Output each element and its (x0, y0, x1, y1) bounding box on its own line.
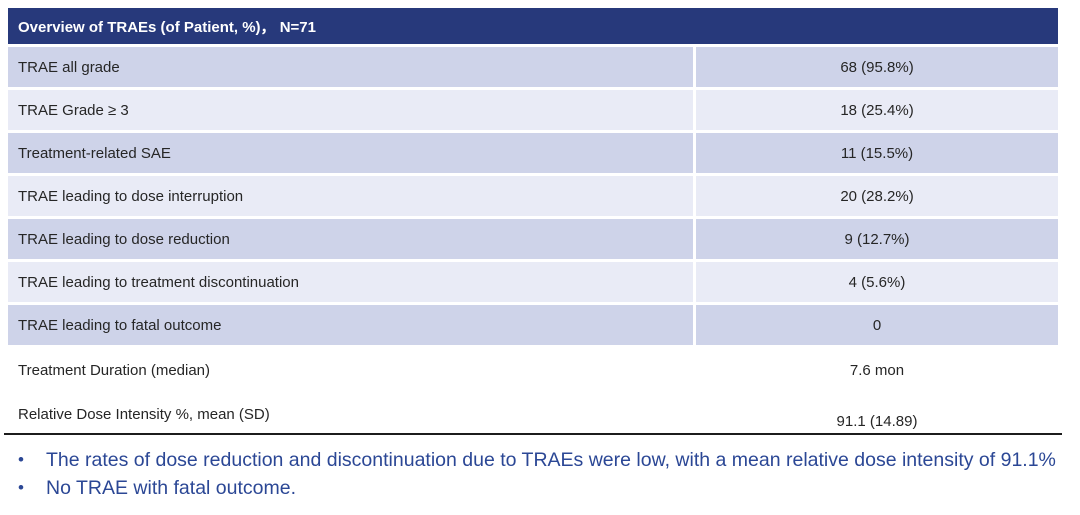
summary-row-value: 91.1 (14.89) (696, 392, 1058, 436)
row-label: TRAE leading to dose reduction (8, 219, 693, 259)
row-value: 9 (12.7%) (696, 219, 1058, 259)
summary-row-treatment-duration: Treatment Duration (median) 7.6 mon (8, 348, 1058, 392)
row-label: TRAE Grade ≥ 3 (8, 90, 693, 130)
takeaway-bullets: • The rates of dose reduction and discon… (14, 446, 1074, 502)
table-row: TRAE Grade ≥ 3 18 (25.4%) (8, 90, 1058, 130)
row-value: 20 (28.2%) (696, 176, 1058, 216)
bullet-item: • No TRAE with fatal outcome. (14, 474, 1074, 502)
row-value: 18 (25.4%) (696, 90, 1058, 130)
summary-row-value: 7.6 mon (696, 348, 1058, 392)
row-value: 0 (696, 305, 1058, 345)
bullet-dot-icon: • (18, 478, 24, 497)
row-value: 11 (15.5%) (696, 133, 1058, 173)
bullet-text: The rates of dose reduction and disconti… (46, 449, 1056, 471)
table-row: TRAE leading to treatment discontinuatio… (8, 262, 1058, 302)
table-title: Overview of TRAEs (of Patient, %)， N=71 (18, 18, 316, 36)
row-value: 4 (5.6%) (696, 262, 1058, 302)
row-label: Treatment-related SAE (8, 133, 693, 173)
table-row: TRAE leading to fatal outcome 0 (8, 305, 1058, 345)
summary-row-label: Treatment Duration (median) (8, 348, 693, 392)
summary-row-relative-dose-intensity: Relative Dose Intensity %, mean (SD) 91.… (8, 392, 1058, 436)
trae-overview-table: Overview of TRAEs (of Patient, %)， N=71 … (8, 8, 1058, 436)
table-header-row: Overview of TRAEs (of Patient, %)， N=71 (8, 8, 1058, 44)
table-row: TRAE leading to dose interruption 20 (28… (8, 176, 1058, 216)
summary-row-label: Relative Dose Intensity %, mean (SD) (8, 392, 693, 436)
row-label: TRAE all grade (8, 47, 693, 87)
table-row: Treatment-related SAE 11 (15.5%) (8, 133, 1058, 173)
row-label: TRAE leading to dose interruption (8, 176, 693, 216)
row-label: TRAE leading to fatal outcome (8, 305, 693, 345)
bullet-text: No TRAE with fatal outcome. (46, 477, 296, 499)
divider-rule (4, 433, 1062, 435)
table-row: TRAE leading to dose reduction 9 (12.7%) (8, 219, 1058, 259)
row-value: 68 (95.8%) (696, 47, 1058, 87)
row-label: TRAE leading to treatment discontinuatio… (8, 262, 693, 302)
table-row: TRAE all grade 68 (95.8%) (8, 47, 1058, 87)
bullet-dot-icon: • (18, 450, 24, 469)
bullet-item: • The rates of dose reduction and discon… (14, 446, 1074, 474)
